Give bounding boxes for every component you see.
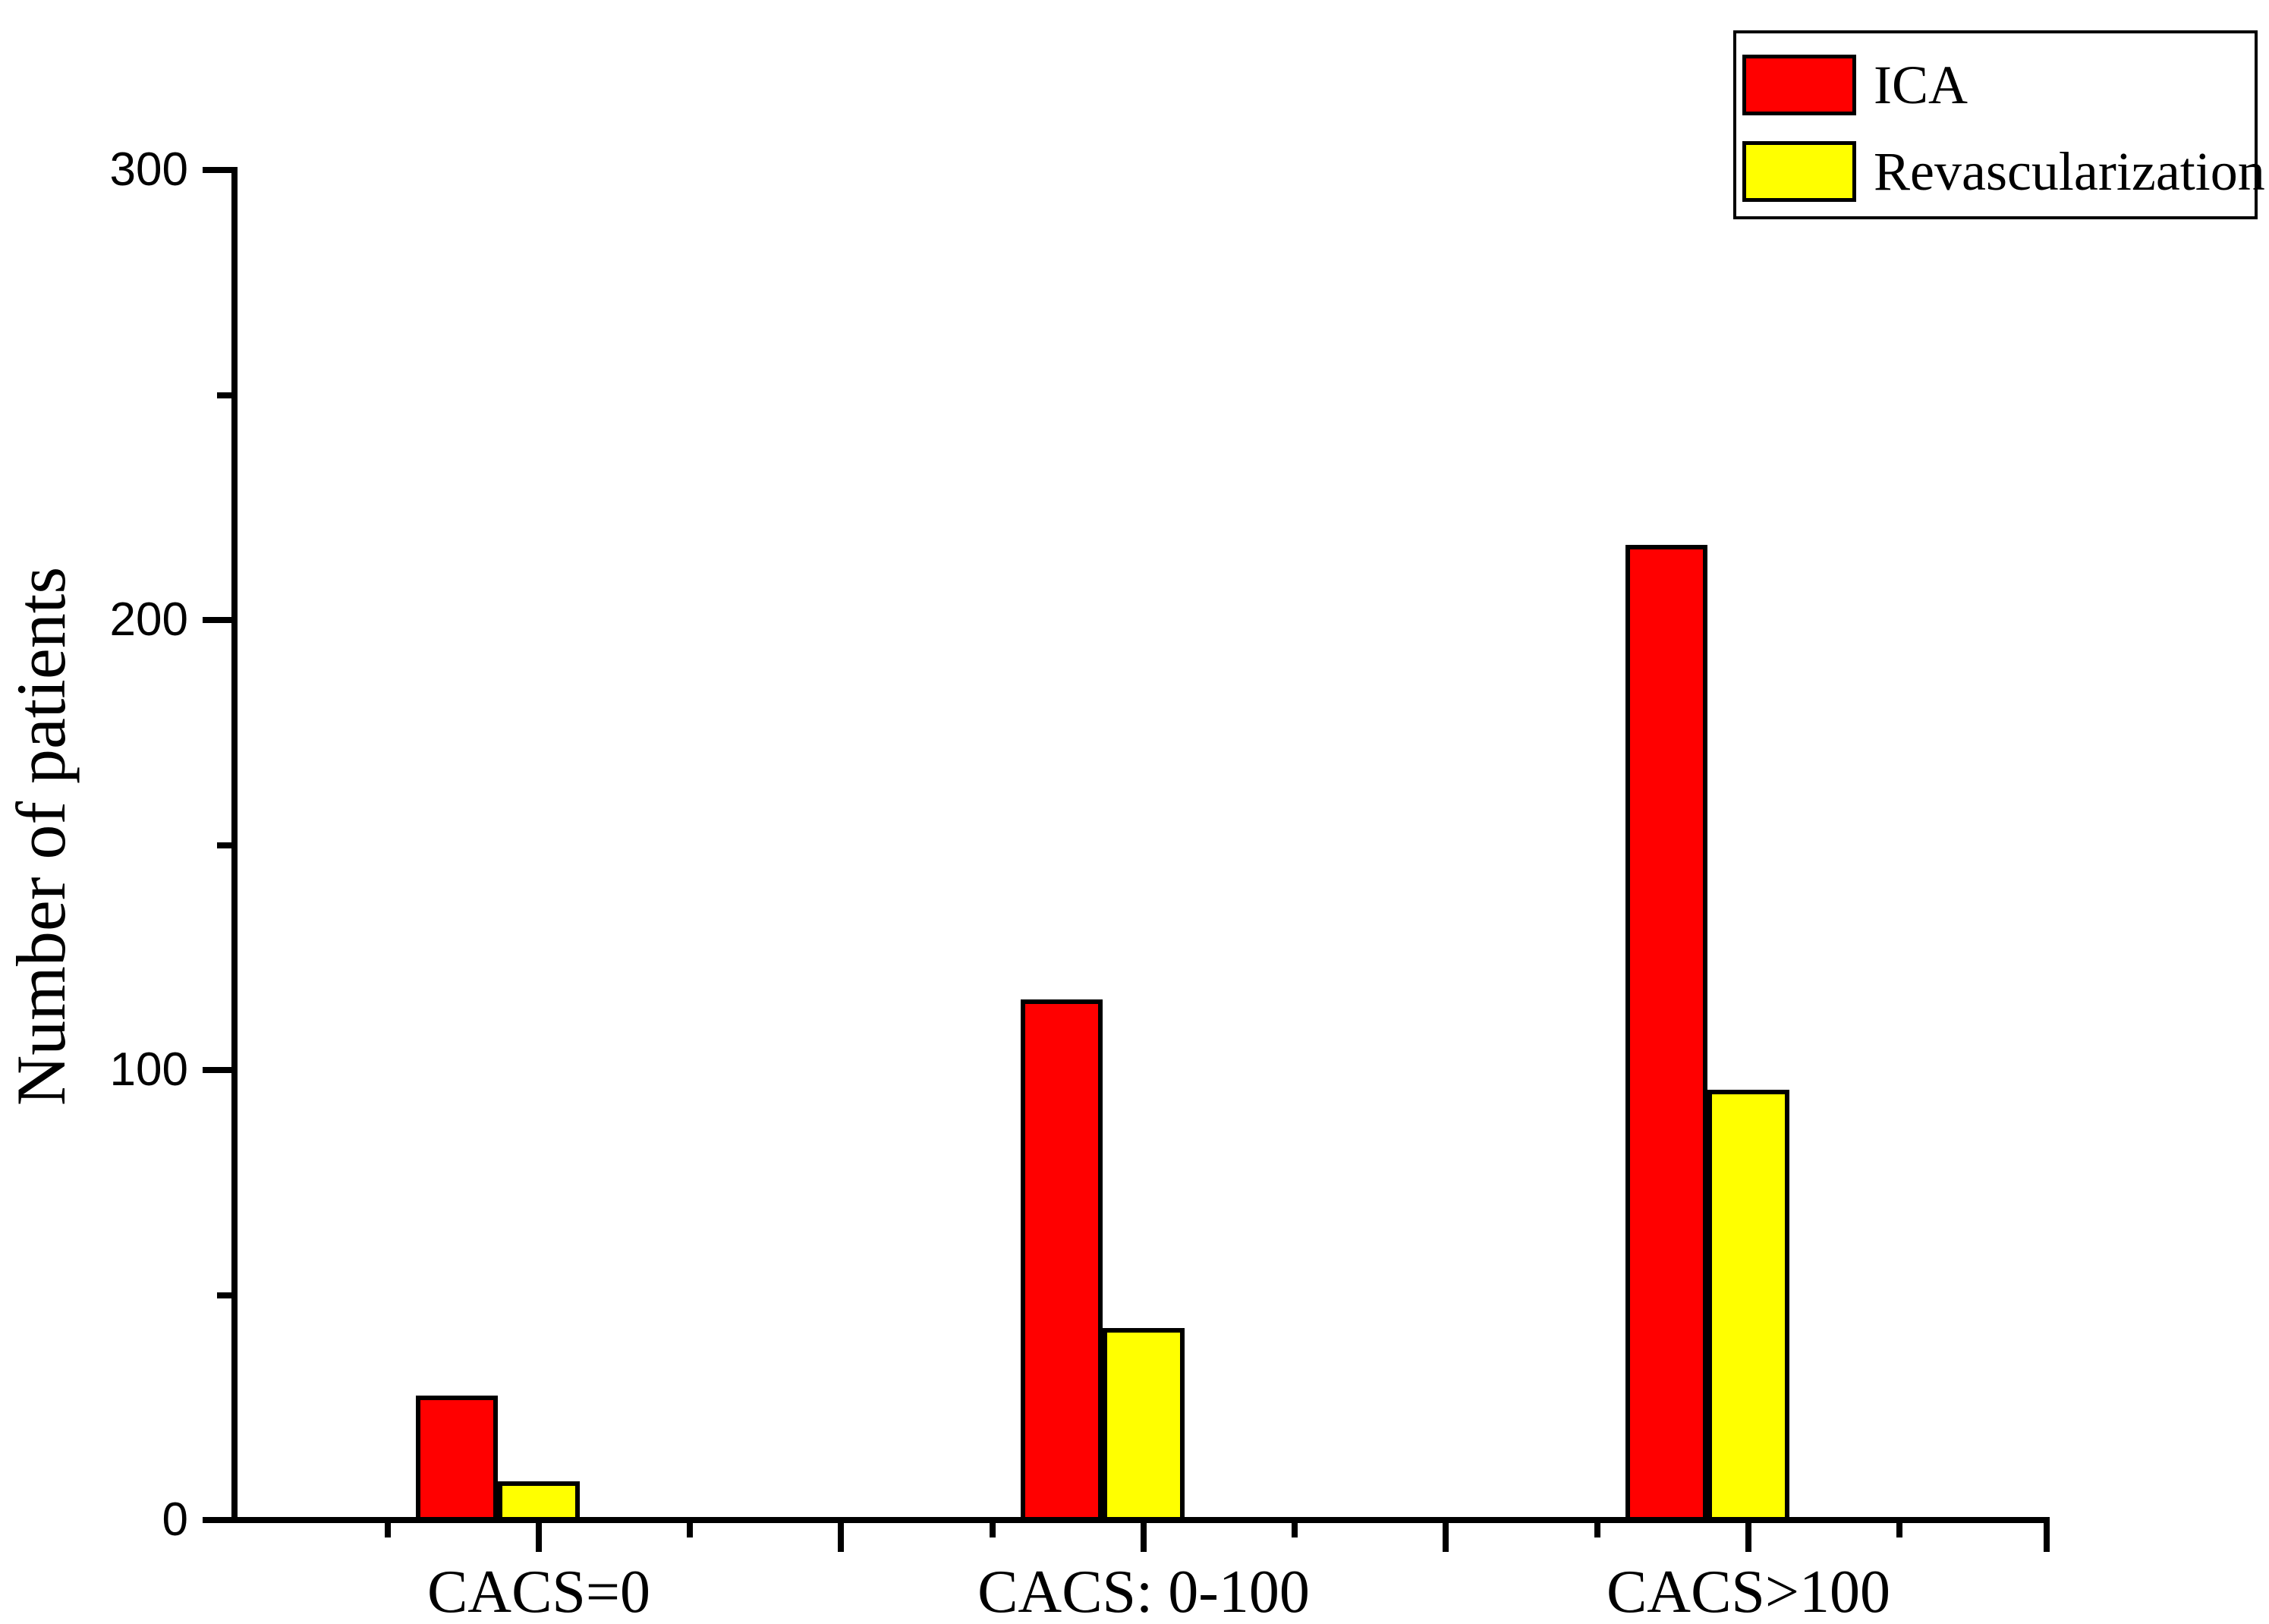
bar-revascularization-3: [1707, 1089, 1789, 1517]
bar-ica-2: [1021, 999, 1103, 1517]
y-axis-title: Number of patients: [2, 566, 80, 1106]
x-major-tick: [1745, 1523, 1751, 1552]
x-major-tick: [1141, 1523, 1147, 1552]
y-tick-label: 300: [109, 143, 188, 196]
y-minor-tick: [217, 392, 231, 398]
x-category-label: CACS=0: [426, 1559, 651, 1624]
x-category-label: CACS: 0-100: [977, 1559, 1310, 1624]
bar-revascularization-2: [1103, 1327, 1185, 1517]
x-major-tick: [1443, 1523, 1449, 1552]
legend-swatch-revascularization: [1742, 141, 1856, 202]
y-tick-label: 100: [109, 1043, 188, 1096]
bar-ica-3: [1625, 545, 1707, 1517]
x-category-label: CACS>100: [1606, 1559, 1891, 1624]
x-minor-tick: [990, 1523, 996, 1537]
y-major-tick: [203, 1067, 231, 1073]
y-minor-tick: [217, 1292, 231, 1298]
legend: ICA Revascularization: [1733, 30, 2265, 219]
x-minor-tick: [687, 1523, 693, 1537]
x-major-tick: [838, 1523, 844, 1552]
x-minor-tick: [1594, 1523, 1600, 1537]
legend-label: Revascularization: [1874, 141, 2265, 202]
y-axis-line: [231, 167, 238, 1523]
x-minor-tick: [1292, 1523, 1298, 1537]
x-axis-line: [231, 1517, 2050, 1523]
x-major-tick: [2044, 1523, 2050, 1552]
y-minor-tick: [217, 842, 231, 848]
y-major-tick: [203, 617, 231, 623]
y-tick-label: 200: [109, 593, 188, 646]
y-major-tick: [203, 167, 231, 173]
x-major-tick: [536, 1523, 542, 1552]
bar-ica-1: [416, 1395, 498, 1517]
legend-label: ICA: [1874, 55, 1968, 115]
y-major-tick: [203, 1517, 231, 1523]
bar-revascularization-1: [498, 1481, 580, 1517]
legend-entry-ica: ICA: [1742, 52, 1968, 118]
x-minor-tick: [385, 1523, 391, 1537]
legend-entry-revascularization: Revascularization: [1742, 138, 2265, 205]
legend-swatch-ica: [1742, 55, 1856, 115]
y-tick-label: 0: [162, 1493, 188, 1546]
x-minor-tick: [1896, 1523, 1902, 1537]
